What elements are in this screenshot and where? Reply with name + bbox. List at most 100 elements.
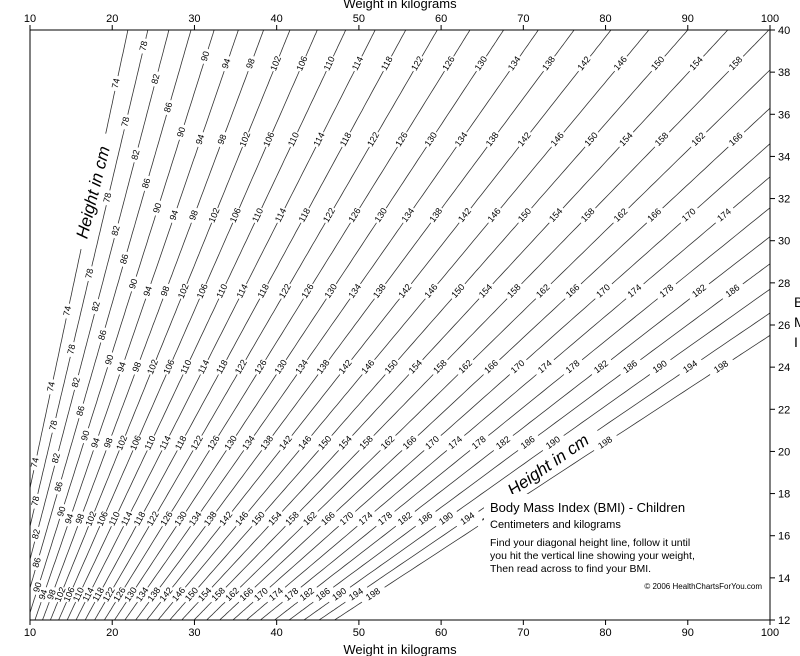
iso-line bbox=[140, 375, 167, 436]
iso-line bbox=[218, 147, 243, 208]
iso-height-label: 114 bbox=[350, 55, 365, 72]
iso-height-label: 142 bbox=[456, 206, 473, 224]
y-tick-label: 24 bbox=[778, 362, 790, 374]
iso-height-label: 110 bbox=[322, 55, 337, 72]
iso-line bbox=[53, 318, 66, 379]
iso-height-label: 162 bbox=[379, 434, 397, 452]
iso-line bbox=[501, 147, 552, 208]
y-tick-label: 32 bbox=[778, 194, 790, 206]
y-tick-label: 20 bbox=[778, 446, 790, 458]
iso-line bbox=[118, 30, 128, 76]
iso-line bbox=[581, 223, 647, 284]
iso-line bbox=[582, 299, 658, 360]
iso-line bbox=[333, 526, 416, 587]
iso-line bbox=[106, 450, 133, 511]
iso-height-label: 170 bbox=[680, 206, 698, 223]
iso-height-label: 194 bbox=[681, 358, 699, 375]
iso-height-label: 102 bbox=[145, 358, 160, 376]
iso-height-label: 170 bbox=[594, 282, 612, 299]
iso-line bbox=[411, 223, 459, 284]
iso-line bbox=[701, 313, 770, 360]
iso-height-label: 122 bbox=[145, 510, 161, 528]
iso-height-label: 150 bbox=[516, 206, 533, 224]
iso-height-label: 166 bbox=[727, 130, 745, 148]
iso-height-label: 154 bbox=[547, 206, 565, 224]
iso-height-label: 110 bbox=[178, 358, 193, 375]
iso-line bbox=[225, 71, 248, 132]
iso-height-label: 102 bbox=[207, 206, 222, 224]
iso-height-label: 154 bbox=[407, 358, 425, 376]
iso-line bbox=[85, 602, 95, 620]
iso-line bbox=[633, 71, 690, 132]
iso-line bbox=[39, 494, 57, 555]
iso-height-label: 150 bbox=[383, 358, 400, 376]
iso-line bbox=[249, 71, 274, 132]
iso-line bbox=[526, 299, 595, 360]
iso-height-label: 78 bbox=[65, 343, 77, 355]
iso-height-label: 110 bbox=[214, 282, 229, 299]
iso-line bbox=[67, 602, 75, 620]
iso-height-label: 102 bbox=[268, 55, 283, 73]
iso-line bbox=[262, 147, 291, 208]
iso-line bbox=[187, 223, 212, 284]
x-tick-label: 10 bbox=[24, 627, 36, 639]
iso-height-label: 122 bbox=[233, 358, 249, 376]
iso-line bbox=[202, 375, 238, 436]
iso-height-label: 186 bbox=[621, 358, 639, 375]
iso-line bbox=[378, 71, 414, 132]
iso-line bbox=[522, 223, 582, 284]
iso-line bbox=[617, 375, 711, 436]
iso-line bbox=[46, 526, 67, 587]
iso-height-label: 78 bbox=[47, 419, 59, 431]
iso-line bbox=[260, 602, 282, 620]
iso-line bbox=[30, 470, 34, 488]
iso-line bbox=[64, 526, 89, 587]
iso-line bbox=[598, 71, 652, 132]
y-tick-label: 18 bbox=[778, 489, 790, 501]
iso-line bbox=[226, 223, 255, 284]
iso-line bbox=[486, 30, 503, 56]
info-title: Body Mass Index (BMI) - Children bbox=[490, 500, 685, 515]
iso-line bbox=[442, 147, 487, 208]
iso-line bbox=[375, 450, 447, 511]
iso-line bbox=[64, 443, 83, 504]
iso-line bbox=[227, 299, 260, 360]
iso-line bbox=[286, 299, 326, 360]
iso-height-label: 122 bbox=[277, 282, 293, 300]
iso-line bbox=[35, 602, 41, 620]
iso-line bbox=[83, 343, 101, 404]
y-tick-label: 14 bbox=[778, 573, 790, 585]
iso-height-label: 110 bbox=[286, 131, 301, 148]
iso-line bbox=[306, 30, 318, 56]
x-tick-label: 100 bbox=[761, 627, 779, 639]
iso-line bbox=[115, 602, 127, 620]
iso-line bbox=[206, 223, 233, 284]
iso-height-label: 142 bbox=[217, 510, 234, 528]
iso-height-label: 126 bbox=[393, 130, 409, 148]
iso-height-label: 86 bbox=[140, 177, 152, 189]
iso-height-label: 122 bbox=[409, 54, 425, 72]
iso-height-label: 150 bbox=[449, 282, 466, 300]
iso-line bbox=[611, 299, 690, 360]
iso-height-label: 174 bbox=[357, 510, 375, 527]
iso-height-label: 126 bbox=[252, 358, 268, 376]
iso-height-label: 158 bbox=[653, 130, 671, 148]
iso-line bbox=[136, 602, 149, 620]
iso-line bbox=[467, 71, 510, 132]
iso-line bbox=[147, 602, 161, 620]
iso-height-label: 82 bbox=[109, 225, 121, 237]
iso-line bbox=[665, 30, 688, 56]
x-tick-label: 30 bbox=[188, 627, 200, 639]
iso-line bbox=[125, 602, 138, 620]
x-tick-label: 60 bbox=[435, 627, 447, 639]
iso-line bbox=[336, 223, 376, 284]
iso-line bbox=[554, 299, 626, 360]
iso-height-label: 186 bbox=[519, 434, 537, 451]
iso-line bbox=[669, 71, 729, 132]
iso-line bbox=[415, 450, 494, 511]
iso-line bbox=[285, 147, 316, 208]
iso-height-label: 154 bbox=[687, 54, 705, 72]
iso-height-label: 146 bbox=[422, 282, 439, 300]
iso-height-label: 106 bbox=[294, 55, 309, 73]
iso-line bbox=[471, 147, 519, 208]
